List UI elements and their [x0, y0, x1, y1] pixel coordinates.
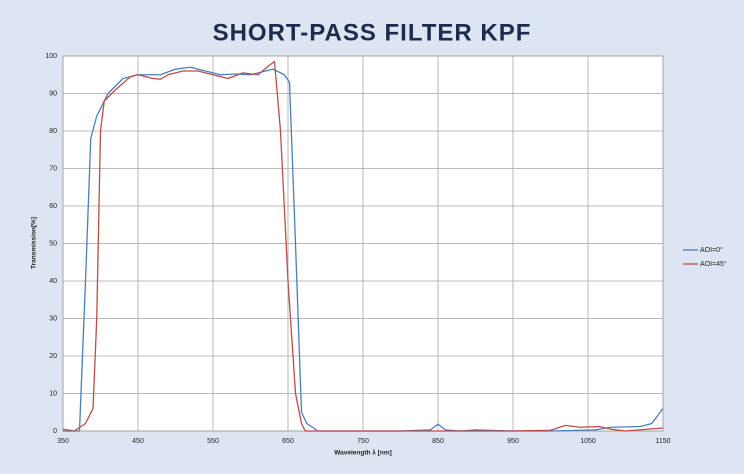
x-tick-label: 550 — [207, 438, 219, 445]
chart-title: SHORT-PASS FILTER KPF — [213, 19, 532, 46]
x-tick-label: 450 — [132, 438, 144, 445]
x-tick-label: 850 — [432, 438, 444, 445]
y-tick-label: 90 — [49, 90, 57, 97]
y-tick-label: 80 — [49, 128, 57, 135]
y-tick-label: 0 — [53, 428, 57, 435]
y-tick-label: 60 — [49, 203, 57, 210]
x-tick-label: 350 — [57, 438, 69, 445]
x-tick-label: 950 — [507, 438, 519, 445]
x-tick-label: 750 — [357, 438, 369, 445]
legend-label: AOI=0° — [700, 246, 723, 254]
x-axis-label: Wavelength λ [nm] — [334, 449, 392, 457]
y-tick-label: 40 — [49, 278, 57, 285]
legend-label: AOI=45° — [700, 260, 727, 268]
y-tick-label: 30 — [49, 315, 57, 322]
y-tick-label: 10 — [49, 390, 57, 397]
y-axis-label: Transmission[%] — [31, 217, 38, 269]
x-tick-label: 1050 — [580, 438, 596, 445]
y-tick-label: 50 — [49, 240, 57, 247]
x-tick-label: 1150 — [655, 438, 670, 445]
x-tick-label: 650 — [282, 438, 294, 445]
series-line — [63, 60, 664, 432]
y-tick-label: 20 — [49, 353, 57, 360]
y-tick-label: 100 — [45, 53, 57, 60]
y-tick-label: 70 — [49, 165, 57, 172]
